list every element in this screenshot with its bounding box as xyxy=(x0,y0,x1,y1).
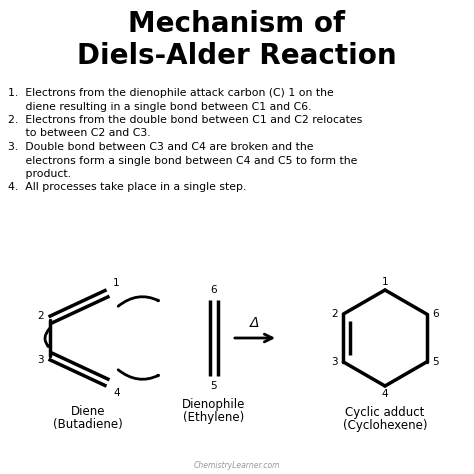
Text: 5: 5 xyxy=(210,381,217,391)
Text: 2: 2 xyxy=(37,311,44,321)
Text: (Cyclohexene): (Cyclohexene) xyxy=(343,419,427,432)
Text: 2: 2 xyxy=(331,309,338,319)
Text: Dienophile: Dienophile xyxy=(182,398,246,411)
Text: 4.  All processes take place in a single step.: 4. All processes take place in a single … xyxy=(8,182,246,192)
Text: 3: 3 xyxy=(37,355,44,365)
Text: diene resulting in a single bond between C1 and C6.: diene resulting in a single bond between… xyxy=(8,101,311,111)
Text: 1: 1 xyxy=(113,278,119,288)
Text: to between C2 and C3.: to between C2 and C3. xyxy=(8,128,151,138)
FancyArrowPatch shape xyxy=(118,370,158,379)
Text: 3.  Double bond between C3 and C4 are broken and the: 3. Double bond between C3 and C4 are bro… xyxy=(8,142,313,152)
Text: 4: 4 xyxy=(382,389,388,399)
Text: electrons form a single bond between C4 and C5 to form the: electrons form a single bond between C4 … xyxy=(8,155,357,165)
Text: 6: 6 xyxy=(210,285,217,295)
Text: 5: 5 xyxy=(432,357,439,367)
Text: Δ: Δ xyxy=(250,316,260,330)
FancyArrowPatch shape xyxy=(118,297,158,306)
Text: Diels-Alder Reaction: Diels-Alder Reaction xyxy=(77,42,397,70)
Text: (Butadiene): (Butadiene) xyxy=(53,418,123,431)
Text: 3: 3 xyxy=(331,357,338,367)
FancyArrowPatch shape xyxy=(45,328,50,346)
Text: 1.  Electrons from the dienophile attack carbon (C) 1 on the: 1. Electrons from the dienophile attack … xyxy=(8,88,334,98)
Text: 2.  Electrons from the double bond between C1 and C2 relocates: 2. Electrons from the double bond betwee… xyxy=(8,115,362,125)
Text: ChemistryLearner.com: ChemistryLearner.com xyxy=(194,461,280,470)
Text: Diene: Diene xyxy=(71,405,105,418)
Text: 1: 1 xyxy=(382,277,388,287)
Text: 4: 4 xyxy=(113,388,119,398)
Text: Mechanism of: Mechanism of xyxy=(128,10,346,38)
Text: product.: product. xyxy=(8,169,71,179)
Text: (Ethylene): (Ethylene) xyxy=(183,411,245,424)
Text: Cyclic adduct: Cyclic adduct xyxy=(346,406,425,419)
Text: 6: 6 xyxy=(432,309,439,319)
